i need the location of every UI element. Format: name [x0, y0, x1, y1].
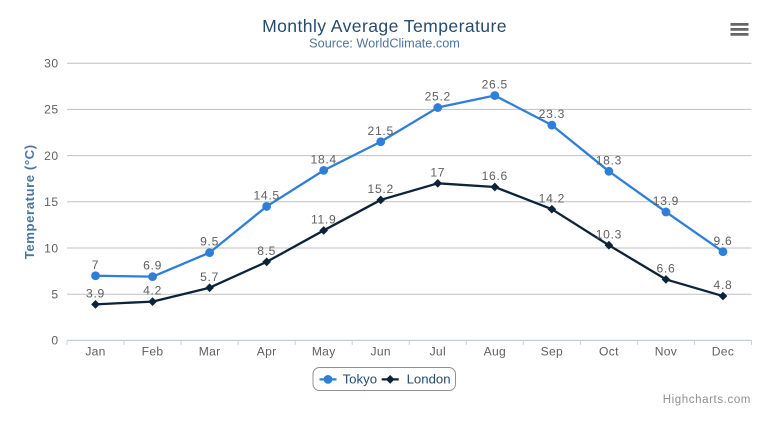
svg-text:7: 7 — [92, 258, 99, 272]
svg-text:6.9: 6.9 — [143, 259, 162, 273]
svg-text:0: 0 — [51, 334, 58, 348]
svg-text:14.5: 14.5 — [253, 189, 279, 203]
svg-text:Sep: Sep — [541, 345, 563, 359]
svg-text:Nov: Nov — [655, 345, 677, 359]
svg-text:8.5: 8.5 — [257, 244, 276, 258]
svg-text:17: 17 — [430, 165, 445, 179]
svg-text:15: 15 — [44, 195, 58, 209]
svg-text:9.6: 9.6 — [714, 234, 733, 248]
svg-text:Mar: Mar — [199, 345, 221, 359]
svg-text:Tokyo: Tokyo — [343, 372, 377, 387]
svg-text:4.2: 4.2 — [143, 284, 162, 298]
svg-text:Apr: Apr — [257, 345, 277, 359]
svg-text:5: 5 — [51, 288, 58, 302]
svg-text:9.5: 9.5 — [200, 235, 219, 249]
svg-text:London: London — [407, 372, 451, 387]
svg-text:Jun: Jun — [371, 345, 391, 359]
svg-text:21.5: 21.5 — [368, 124, 394, 138]
svg-text:Dec: Dec — [712, 345, 734, 359]
svg-text:26.5: 26.5 — [482, 78, 508, 92]
svg-text:May: May — [312, 345, 336, 359]
svg-text:5.7: 5.7 — [200, 270, 219, 284]
svg-text:30: 30 — [44, 57, 58, 71]
svg-text:3.9: 3.9 — [86, 286, 105, 300]
svg-text:Jan: Jan — [85, 345, 105, 359]
svg-text:4.8: 4.8 — [714, 278, 733, 292]
svg-text:Temperature (°C): Temperature (°C) — [22, 144, 37, 259]
svg-text:18.4: 18.4 — [311, 152, 337, 166]
svg-text:25: 25 — [44, 103, 58, 117]
svg-text:18.3: 18.3 — [596, 153, 622, 167]
svg-text:25.2: 25.2 — [425, 90, 451, 104]
svg-text:16.6: 16.6 — [482, 169, 508, 183]
svg-text:10: 10 — [44, 241, 58, 255]
svg-text:Source: WorldClimate.com: Source: WorldClimate.com — [309, 37, 460, 51]
svg-text:14.2: 14.2 — [539, 191, 565, 205]
svg-text:Jul: Jul — [430, 345, 446, 359]
svg-text:10.3: 10.3 — [596, 227, 622, 241]
svg-text:11.9: 11.9 — [311, 213, 336, 227]
svg-text:Highcharts.com: Highcharts.com — [663, 394, 751, 406]
svg-text:23.3: 23.3 — [539, 107, 565, 121]
svg-text:20: 20 — [44, 149, 58, 163]
svg-text:Monthly Average Temperature: Monthly Average Temperature — [262, 16, 507, 36]
svg-text:6.6: 6.6 — [656, 262, 675, 276]
svg-text:Feb: Feb — [142, 345, 164, 359]
svg-text:15.2: 15.2 — [368, 182, 394, 196]
svg-text:13.9: 13.9 — [653, 194, 679, 208]
svg-text:Aug: Aug — [484, 345, 506, 359]
svg-text:Oct: Oct — [599, 345, 619, 359]
